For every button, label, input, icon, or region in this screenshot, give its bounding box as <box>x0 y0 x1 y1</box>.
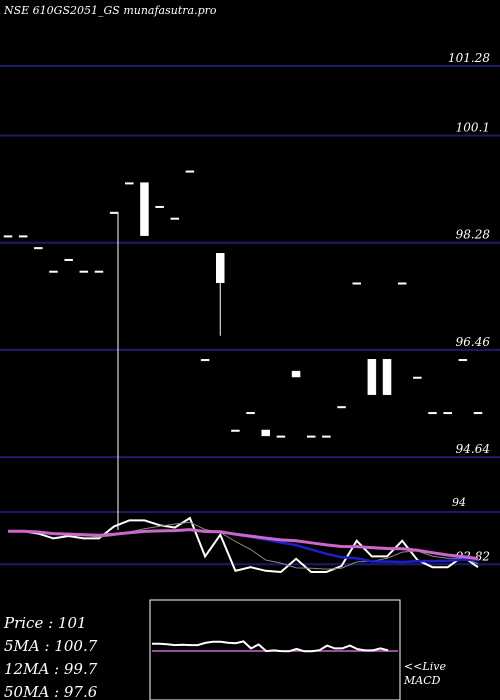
moving-average-panel <box>8 516 479 574</box>
candle-body <box>109 211 119 214</box>
price-readout: Price : 101 <box>3 614 87 632</box>
tick-label: 101.28 <box>448 51 490 65</box>
candle-body <box>185 170 195 173</box>
chart-title: NSE 610GS2051_GS munafasutra.pro <box>3 4 217 17</box>
candle-body <box>200 359 210 362</box>
candle-body <box>473 412 483 415</box>
candle-body <box>443 412 452 415</box>
macd-inset <box>149 599 401 700</box>
candle-body <box>64 258 73 261</box>
candle-body <box>306 435 316 438</box>
candle-body <box>352 282 361 285</box>
candles <box>3 170 483 530</box>
candle-body <box>155 205 164 208</box>
ma50-readout: 50MA : 97.6 <box>4 683 98 700</box>
candle-body <box>18 235 28 238</box>
candle-body <box>3 235 13 238</box>
candle-body <box>79 270 89 273</box>
tick-label: 100.1 <box>456 121 490 135</box>
candle-body <box>246 412 255 415</box>
candle-body <box>261 429 270 437</box>
price-grid <box>0 65 500 566</box>
candle-body <box>337 406 346 409</box>
ma50-line <box>8 528 479 561</box>
indicator-value-label: 94 <box>452 496 466 509</box>
candle-body <box>458 359 468 362</box>
candle-body <box>140 182 149 236</box>
candle-body <box>125 182 134 185</box>
live-label[interactable]: <<Live <box>404 660 446 673</box>
ma12-readout: 12MA : 99.7 <box>4 660 98 678</box>
candle-body <box>291 370 301 378</box>
candle-body <box>231 429 240 432</box>
candle-body <box>428 412 437 415</box>
candle-body <box>94 270 104 273</box>
candle-body <box>397 282 407 285</box>
candle-body <box>34 247 43 250</box>
candle-body <box>49 270 58 273</box>
candle-body <box>367 359 377 395</box>
tick-label: 96.46 <box>456 335 491 349</box>
candle-body <box>413 376 422 379</box>
ma5-readout: 5MA : 100.7 <box>4 637 98 655</box>
price-line <box>8 516 479 574</box>
macd-line <box>152 640 389 653</box>
tick-label: 98.28 <box>456 228 491 242</box>
macd-label: MACD <box>403 674 441 687</box>
candle-body <box>382 359 392 395</box>
candle-body <box>276 435 286 438</box>
candle-body <box>322 435 331 438</box>
candle-body <box>216 253 225 284</box>
candle-body <box>170 217 180 220</box>
tick-label: 94.64 <box>456 442 490 456</box>
